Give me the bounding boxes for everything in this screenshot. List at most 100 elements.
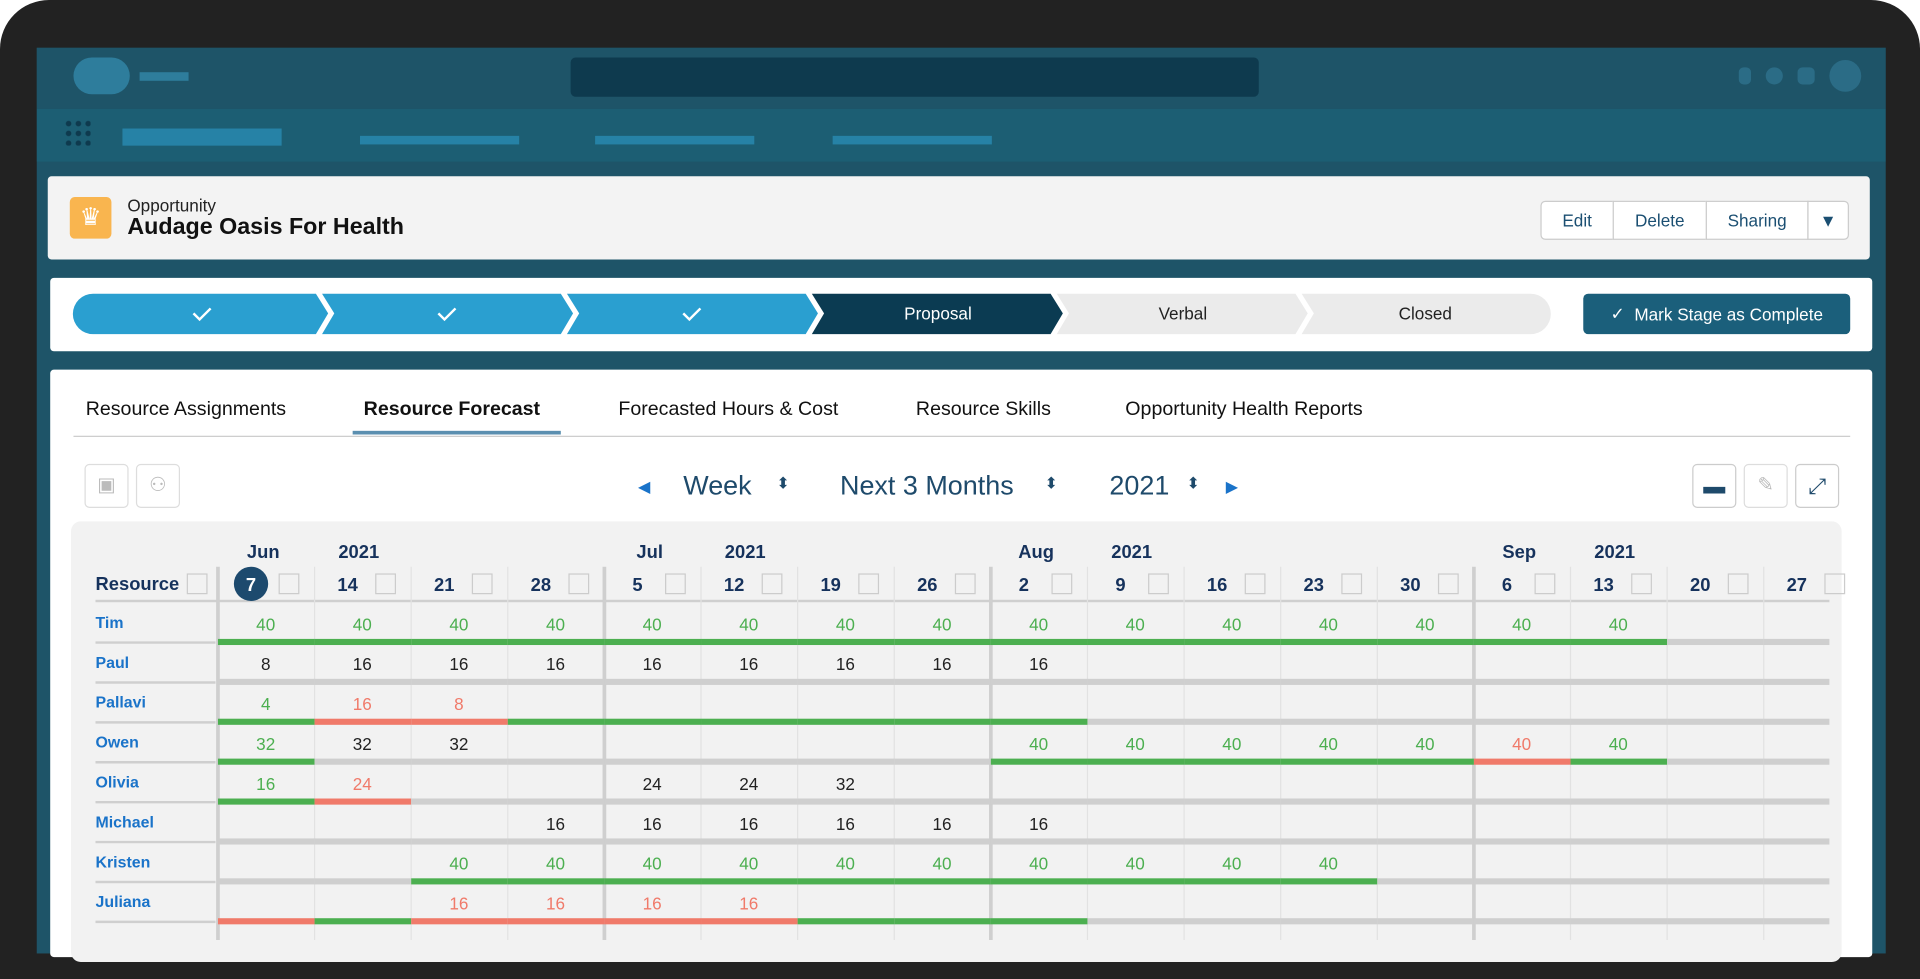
filter-icon xyxy=(1244,573,1266,595)
week-label: 13 xyxy=(1593,574,1613,595)
tab[interactable]: Opportunity Health Reports xyxy=(1125,399,1363,420)
hours-value: 40 xyxy=(739,614,758,634)
hours-value: 40 xyxy=(1222,614,1241,634)
month-label: Sep xyxy=(1502,541,1536,562)
spinner[interactable]: ⬍ xyxy=(1044,473,1058,493)
allocation-bar xyxy=(507,838,605,845)
allocation-bar xyxy=(1763,838,1830,845)
hours-value: 32 xyxy=(256,734,275,754)
allocation-bar xyxy=(990,718,1088,725)
allocation-bar xyxy=(314,678,412,685)
hours-value: 16 xyxy=(546,814,565,834)
allocation-bar xyxy=(1570,878,1668,885)
hours-value: 16 xyxy=(353,654,372,674)
allocation-bar xyxy=(411,918,508,925)
record-icon: ♛ xyxy=(69,197,112,239)
period-select[interactable]: Week xyxy=(683,470,752,501)
tab[interactable]: Forecasted Hours & Cost xyxy=(618,399,839,420)
allocation-bar xyxy=(507,918,605,925)
allocation-bar xyxy=(217,718,315,725)
allocation-bar xyxy=(797,878,895,885)
more-button[interactable]: ▼ xyxy=(1807,200,1849,240)
allocation-bar xyxy=(1087,718,1185,725)
week-label: 7 xyxy=(246,574,256,595)
nav-item[interactable] xyxy=(595,135,755,145)
expand-button[interactable]: ⤢ xyxy=(1795,463,1840,508)
allocation-bar xyxy=(1280,878,1378,885)
hours-value: 40 xyxy=(1319,614,1338,634)
hours-value: 8 xyxy=(261,654,271,674)
allocation-bar xyxy=(1763,798,1830,805)
prev-button[interactable]: ◀ xyxy=(637,477,651,496)
hours-value: 40 xyxy=(1416,614,1435,634)
stage-complete[interactable] xyxy=(72,293,329,335)
stage[interactable] xyxy=(1056,293,1308,335)
allocation-bar xyxy=(1280,758,1378,765)
resource-name: Kristen xyxy=(96,854,151,871)
week-label: 21 xyxy=(434,574,454,595)
sharing-button[interactable]: Sharing xyxy=(1705,200,1809,240)
hours-value: 40 xyxy=(256,614,275,634)
allocation-bar xyxy=(1377,918,1474,925)
hours-value: 40 xyxy=(1609,614,1628,634)
nav-item[interactable] xyxy=(122,128,282,146)
mark-complete-button[interactable]: ✓ Mark Stage as Complete xyxy=(1583,293,1851,335)
hours-value: 40 xyxy=(353,614,372,634)
tab[interactable]: Resource Assignments xyxy=(85,399,287,420)
hours-value: 16 xyxy=(546,654,565,674)
week-label: 14 xyxy=(337,574,358,595)
range-select[interactable]: Next 3 Months xyxy=(840,470,1014,501)
allocation-bar xyxy=(990,798,1088,805)
year-select[interactable]: 2021 xyxy=(1109,470,1170,501)
tab-indicator xyxy=(352,430,561,435)
allocation-bar xyxy=(1280,638,1378,646)
hours-value: 16 xyxy=(546,894,565,914)
delete-button[interactable]: Delete xyxy=(1612,200,1707,240)
stage[interactable] xyxy=(1301,293,1551,335)
hours-value: 32 xyxy=(449,734,468,754)
next-button[interactable]: ▶ xyxy=(1225,477,1238,496)
notes-button[interactable]: ✎ xyxy=(1743,463,1788,508)
allocation-bar xyxy=(1087,678,1185,685)
allocation-bar xyxy=(604,638,702,646)
hours-value: 4 xyxy=(261,694,271,714)
week-label: 9 xyxy=(1115,574,1125,595)
stage-current[interactable] xyxy=(811,293,1063,335)
stage-complete[interactable] xyxy=(566,293,818,335)
allocation-bar xyxy=(604,918,702,925)
filter-icon xyxy=(1824,573,1846,595)
spinner[interactable]: ⬍ xyxy=(776,473,790,493)
allocation-bar xyxy=(990,918,1088,925)
tab[interactable]: Resource Skills xyxy=(915,399,1051,420)
search[interactable] xyxy=(570,57,1259,97)
allocation-bar xyxy=(1184,878,1281,885)
hours-value: 40 xyxy=(546,854,565,874)
hours-value: 40 xyxy=(1416,734,1435,754)
allocation-bar xyxy=(1280,678,1378,685)
avatar[interactable] xyxy=(1829,59,1862,92)
edit-button[interactable]: Edit xyxy=(1540,200,1614,240)
allocation-bar xyxy=(701,918,798,925)
icon[interactable] xyxy=(1765,67,1783,85)
week-label: 27 xyxy=(1787,574,1807,595)
icon[interactable] xyxy=(1738,67,1752,85)
nav-item[interactable] xyxy=(360,135,520,145)
app-launcher[interactable] xyxy=(63,118,91,146)
allocation-bar xyxy=(1763,638,1830,646)
icon[interactable] xyxy=(1797,67,1815,85)
tab[interactable]: Resource Forecast xyxy=(363,399,541,420)
save-button[interactable]: ▣ xyxy=(84,463,129,508)
hours-value: 40 xyxy=(1609,734,1628,754)
nav-item[interactable] xyxy=(832,135,992,145)
spinner[interactable]: ⬍ xyxy=(1186,473,1200,493)
assign-button[interactable]: ⚇ xyxy=(135,463,181,508)
hours-value: 16 xyxy=(932,814,951,834)
hours-value: 16 xyxy=(643,814,662,834)
allocation-bar xyxy=(1087,878,1185,885)
allocation-bar xyxy=(1473,718,1571,725)
allocation-bar xyxy=(1087,758,1185,765)
folder-button[interactable]: ▬ xyxy=(1692,463,1737,508)
stage-complete[interactable] xyxy=(322,293,574,335)
